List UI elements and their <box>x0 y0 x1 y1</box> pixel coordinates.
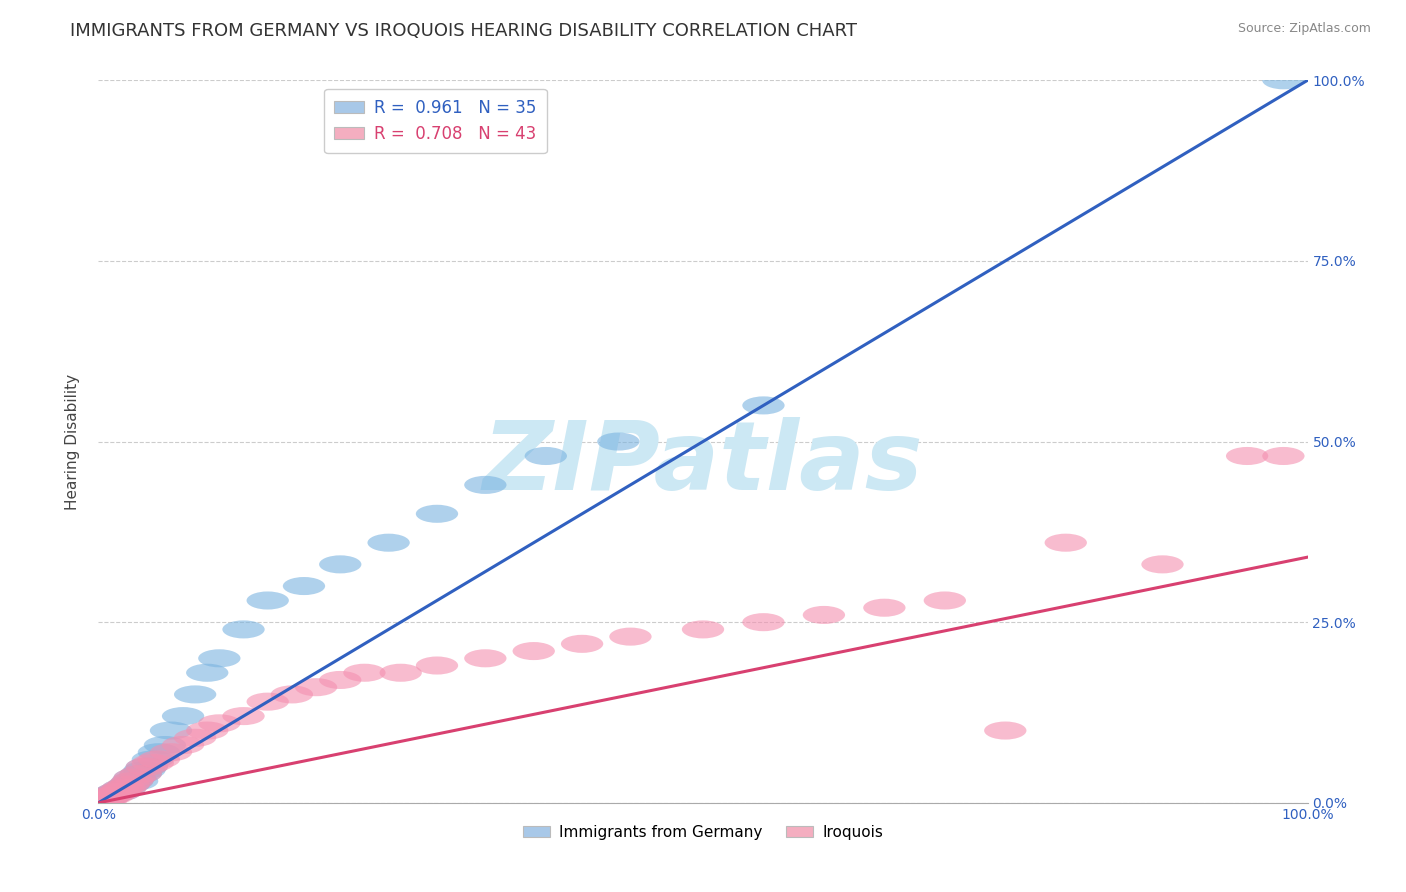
Ellipse shape <box>150 743 193 761</box>
Ellipse shape <box>924 591 966 609</box>
Ellipse shape <box>343 664 385 681</box>
Ellipse shape <box>222 707 264 725</box>
Ellipse shape <box>101 780 143 797</box>
Ellipse shape <box>984 722 1026 739</box>
Ellipse shape <box>114 769 156 787</box>
Ellipse shape <box>246 591 288 609</box>
Ellipse shape <box>111 772 153 790</box>
Ellipse shape <box>319 556 361 574</box>
Ellipse shape <box>1226 447 1268 465</box>
Ellipse shape <box>271 685 314 704</box>
Ellipse shape <box>246 692 288 711</box>
Ellipse shape <box>609 628 651 646</box>
Ellipse shape <box>464 475 506 494</box>
Ellipse shape <box>82 791 124 810</box>
Ellipse shape <box>561 635 603 653</box>
Ellipse shape <box>86 789 128 806</box>
Ellipse shape <box>120 764 162 783</box>
Ellipse shape <box>1263 71 1305 89</box>
Ellipse shape <box>138 743 180 761</box>
Ellipse shape <box>380 664 422 681</box>
Ellipse shape <box>186 664 228 681</box>
Ellipse shape <box>742 613 785 632</box>
Ellipse shape <box>174 729 217 747</box>
Ellipse shape <box>416 657 458 674</box>
Ellipse shape <box>114 769 156 787</box>
Ellipse shape <box>513 642 555 660</box>
Ellipse shape <box>524 447 567 465</box>
Ellipse shape <box>86 790 128 808</box>
Ellipse shape <box>125 757 167 776</box>
Ellipse shape <box>132 754 174 772</box>
Ellipse shape <box>283 577 325 595</box>
Ellipse shape <box>1263 447 1305 465</box>
Ellipse shape <box>98 783 142 801</box>
Ellipse shape <box>83 790 125 808</box>
Ellipse shape <box>98 783 142 801</box>
Ellipse shape <box>111 772 153 790</box>
Ellipse shape <box>83 790 125 808</box>
Ellipse shape <box>120 764 162 783</box>
Ellipse shape <box>464 649 506 667</box>
Ellipse shape <box>82 791 124 810</box>
Ellipse shape <box>198 649 240 667</box>
Ellipse shape <box>1142 556 1184 574</box>
Ellipse shape <box>598 433 640 450</box>
Ellipse shape <box>222 620 264 639</box>
Ellipse shape <box>104 780 146 797</box>
Ellipse shape <box>90 787 132 805</box>
Ellipse shape <box>150 722 193 739</box>
Ellipse shape <box>90 787 132 805</box>
Ellipse shape <box>124 761 166 780</box>
Ellipse shape <box>198 714 240 732</box>
Ellipse shape <box>96 783 138 801</box>
Text: Source: ZipAtlas.com: Source: ZipAtlas.com <box>1237 22 1371 36</box>
Ellipse shape <box>162 707 204 725</box>
Ellipse shape <box>742 396 785 415</box>
Text: ZIPatlas: ZIPatlas <box>482 417 924 509</box>
Ellipse shape <box>107 776 150 794</box>
Ellipse shape <box>91 785 134 803</box>
Ellipse shape <box>186 722 228 739</box>
Ellipse shape <box>115 772 159 790</box>
Ellipse shape <box>682 620 724 639</box>
Ellipse shape <box>101 780 143 797</box>
Ellipse shape <box>1045 533 1087 552</box>
Ellipse shape <box>863 599 905 616</box>
Ellipse shape <box>174 685 217 704</box>
Ellipse shape <box>138 750 180 769</box>
Ellipse shape <box>132 750 174 769</box>
Ellipse shape <box>162 736 204 754</box>
Legend: Immigrants from Germany, Iroquois: Immigrants from Germany, Iroquois <box>516 819 890 846</box>
Ellipse shape <box>91 787 134 805</box>
Ellipse shape <box>125 757 167 776</box>
Ellipse shape <box>319 671 361 689</box>
Ellipse shape <box>367 533 409 552</box>
Ellipse shape <box>416 505 458 523</box>
Ellipse shape <box>107 776 150 794</box>
Ellipse shape <box>295 678 337 697</box>
Ellipse shape <box>803 606 845 624</box>
Ellipse shape <box>143 736 186 754</box>
Text: IMMIGRANTS FROM GERMANY VS IROQUOIS HEARING DISABILITY CORRELATION CHART: IMMIGRANTS FROM GERMANY VS IROQUOIS HEAR… <box>70 22 858 40</box>
Ellipse shape <box>104 780 146 797</box>
Y-axis label: Hearing Disability: Hearing Disability <box>65 374 80 509</box>
Ellipse shape <box>96 783 138 801</box>
